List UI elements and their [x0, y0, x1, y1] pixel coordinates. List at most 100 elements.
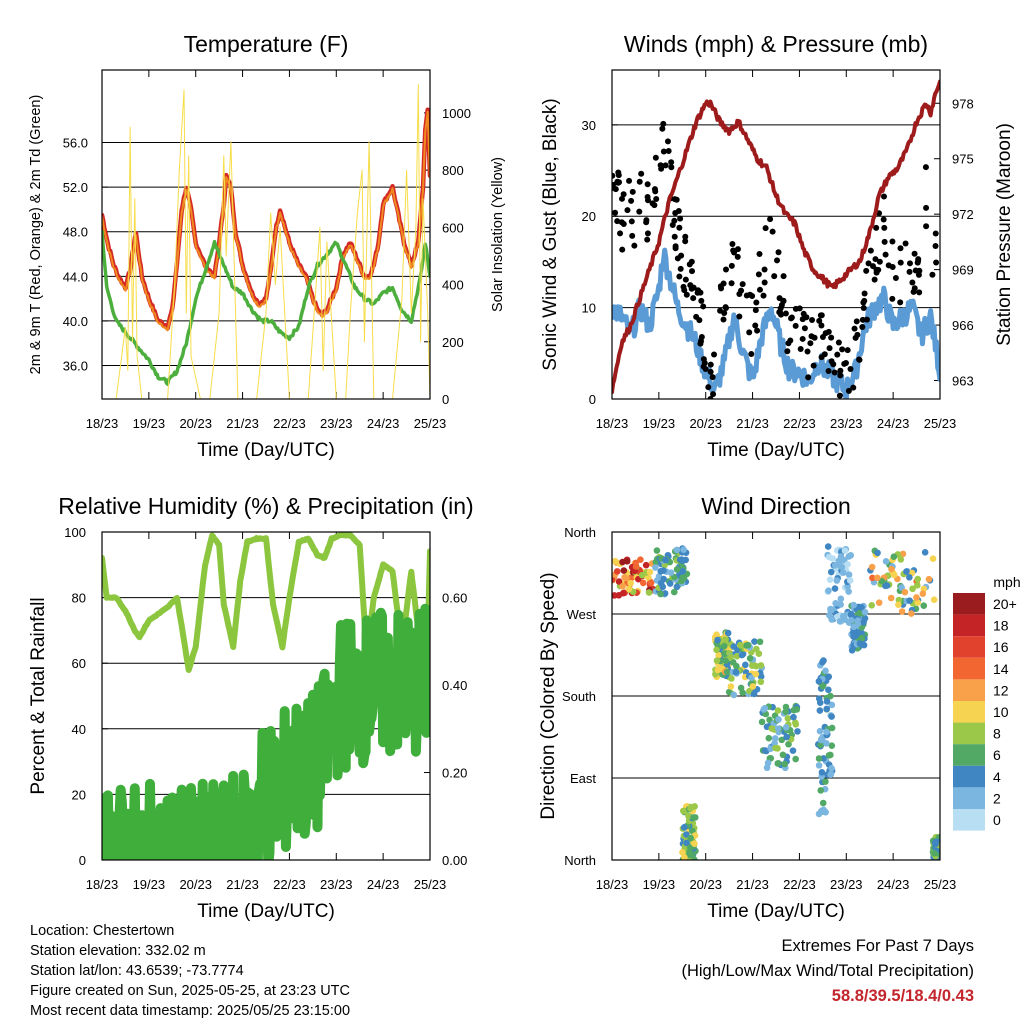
- chart-title: Temperature (F): [184, 31, 349, 57]
- gust-point: [722, 266, 729, 273]
- gust-point: [889, 264, 896, 271]
- gust-point: [672, 243, 679, 250]
- direction-point: [848, 616, 855, 624]
- direction-point: [751, 638, 758, 645]
- direction-point: [679, 568, 686, 575]
- direction-point: [713, 657, 721, 664]
- direction-point: [907, 610, 915, 617]
- y-tick-label: 30: [582, 118, 596, 133]
- gust-point: [644, 236, 651, 243]
- gust-point: [698, 333, 705, 340]
- y-tick-label: 100: [64, 525, 86, 540]
- direction-point: [657, 568, 665, 575]
- gust-point: [839, 346, 846, 353]
- gust-point: [629, 188, 636, 195]
- gust-point: [668, 164, 675, 171]
- direction-point: [828, 713, 835, 720]
- gust-point: [707, 361, 714, 368]
- direction-point: [713, 646, 720, 654]
- gust-point: [717, 283, 724, 290]
- direction-point: [620, 567, 628, 574]
- gust-point: [816, 317, 823, 324]
- direction-point: [758, 718, 766, 726]
- direction-point: [931, 849, 938, 857]
- gust-point: [769, 228, 776, 235]
- direction-point: [914, 575, 922, 583]
- gust-point: [617, 230, 624, 237]
- extremes-subheading: (High/Low/Max Wind/Total Precipitation): [681, 962, 974, 980]
- gust-point: [915, 271, 922, 278]
- gust-point: [752, 307, 759, 314]
- x-tick-label: 22/23: [783, 877, 816, 892]
- direction-point: [890, 553, 898, 561]
- direction-point: [742, 661, 749, 669]
- figure-created: Figure created on Sun, 2025-05-25, at 23…: [30, 983, 350, 999]
- gust-point: [889, 238, 896, 245]
- gust-point: [659, 125, 666, 132]
- direction-point: [888, 565, 895, 573]
- direction-point: [722, 657, 730, 664]
- direction-point: [828, 616, 836, 623]
- direction-point: [688, 827, 696, 835]
- direction-point: [845, 553, 853, 560]
- direction-point: [756, 638, 764, 646]
- direction-point: [690, 814, 697, 821]
- direction-point: [858, 634, 866, 642]
- direction-point: [914, 581, 921, 589]
- x-tick-label: 25/23: [414, 416, 447, 431]
- direction-point: [819, 799, 827, 807]
- direction-point: [850, 601, 857, 609]
- direction-point: [851, 632, 859, 640]
- gust-point: [923, 204, 930, 211]
- gust-point: [662, 162, 669, 169]
- y-tick-label: 40: [72, 722, 86, 737]
- gust-point: [828, 334, 835, 341]
- extremes-heading: Extremes For Past 7 Days: [781, 937, 974, 955]
- gust-point: [897, 259, 904, 266]
- gust-point: [911, 250, 918, 257]
- gust-point: [636, 208, 643, 215]
- direction-point: [823, 705, 831, 713]
- legend-label: 6: [993, 747, 1001, 763]
- gust-point: [738, 287, 745, 294]
- direction-point: [785, 740, 792, 748]
- gust-point: [644, 230, 651, 237]
- direction-point: [744, 641, 752, 649]
- direction-point: [737, 684, 745, 692]
- gust-point: [889, 295, 896, 302]
- gust-point: [628, 197, 635, 204]
- direction-point: [874, 549, 881, 557]
- x-tick-label: 24/23: [877, 416, 910, 431]
- gust-point: [619, 246, 626, 253]
- direction-point: [827, 692, 834, 700]
- legend-label: 16: [993, 639, 1009, 655]
- direction-point: [825, 587, 832, 594]
- gust-point: [760, 292, 767, 299]
- gust-point: [700, 303, 707, 310]
- legend-swatch: [953, 744, 985, 766]
- y-tick-label-right: 0.40: [442, 678, 467, 693]
- direction-point: [767, 745, 774, 753]
- panel-2: Relative Humidity (%) & Precipitation (i…: [28, 493, 474, 922]
- direction-point: [766, 716, 773, 724]
- gust-point: [612, 209, 619, 216]
- direction-point: [715, 651, 723, 659]
- direction-point: [792, 755, 799, 763]
- recent-timestamp: Most recent data timestamp: 2025/05/25 2…: [30, 1003, 351, 1019]
- direction-point: [823, 739, 830, 747]
- direction-point: [683, 839, 690, 847]
- x-tick-label: 21/23: [226, 416, 259, 431]
- direction-point: [932, 840, 939, 848]
- legend-swatch: [953, 614, 985, 637]
- gust-point: [620, 221, 627, 228]
- direction-point: [819, 682, 827, 690]
- gust-point: [837, 367, 844, 374]
- gust-point: [614, 218, 621, 225]
- gust-point: [872, 256, 879, 263]
- direction-point: [761, 704, 769, 712]
- direction-point: [691, 840, 698, 848]
- plot-area: [102, 83, 430, 399]
- x-tick-label: 21/23: [226, 877, 259, 892]
- gust-point: [805, 374, 812, 381]
- direction-point: [686, 848, 693, 856]
